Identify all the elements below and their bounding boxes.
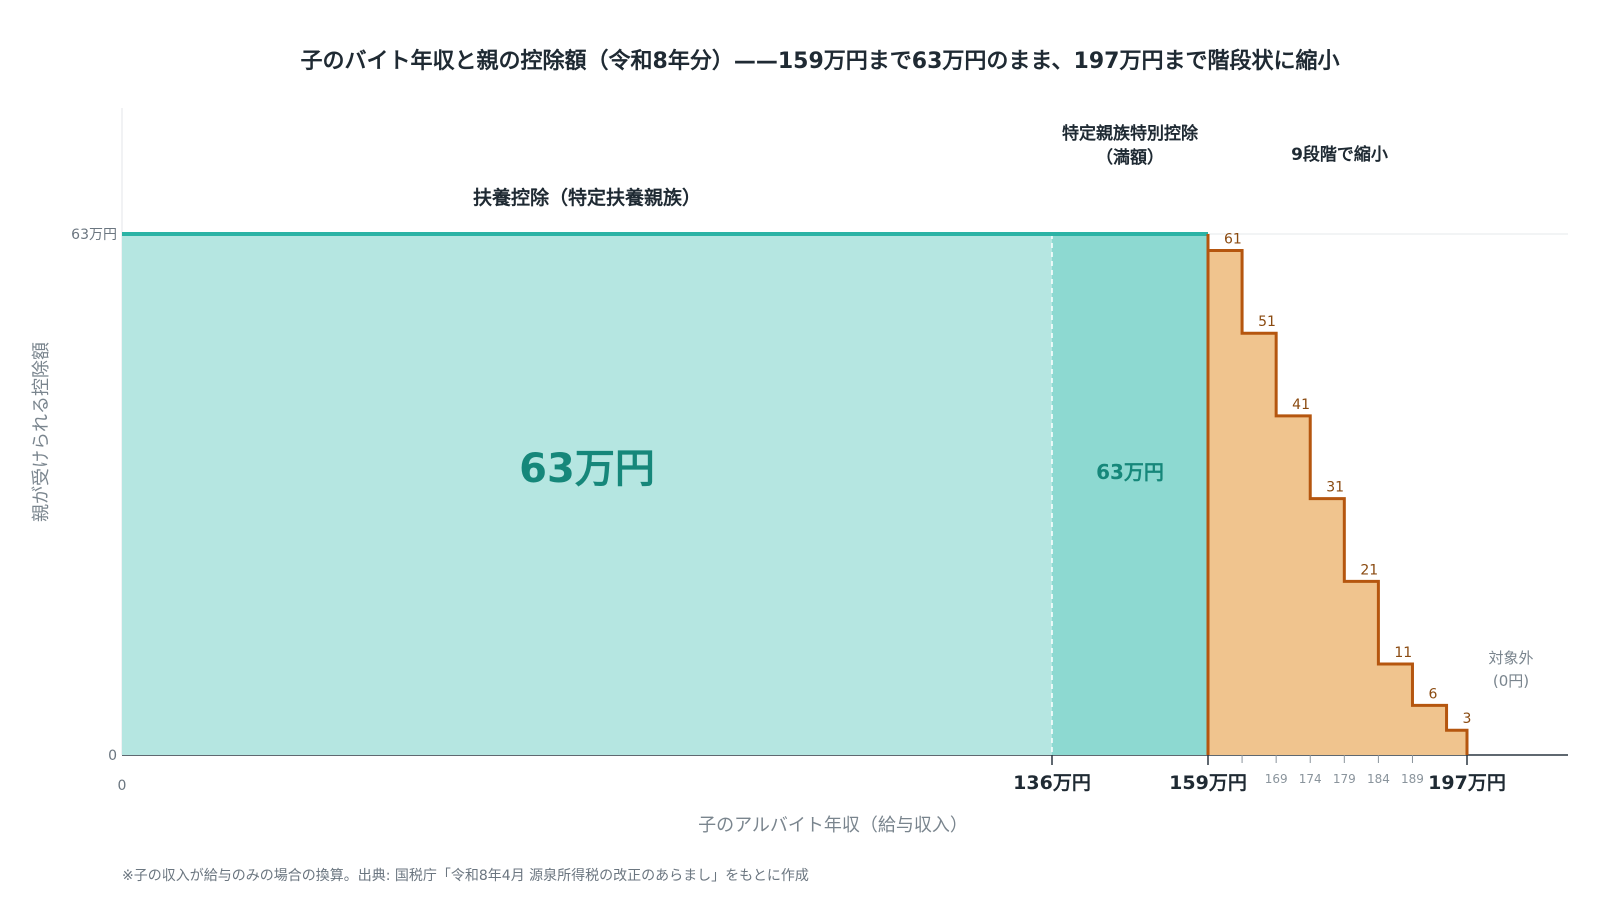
step-value-label: 41 [1292, 397, 1310, 413]
x-tick-label: 159万円 [1169, 772, 1247, 794]
x-tick-label: 169 [1265, 772, 1288, 786]
x-tick-label: 189 [1401, 772, 1424, 786]
step-area [1208, 234, 1467, 755]
outside-label: 対象外 [1488, 649, 1533, 667]
y-tick-label: 63万円 [71, 227, 117, 243]
zone-tokutei-value: 63万円 [1096, 460, 1164, 484]
zone-tokutei-subtitle: （満額） [1096, 147, 1164, 168]
chart-labels: 0 63万円 61 51 41 31 21 11 6 3 0 136万円 159万円 169 174 179 1… [71, 123, 1533, 794]
step-value-label: 31 [1326, 480, 1344, 496]
x-tick-label: 197万円 [1428, 772, 1506, 794]
step-value-label: 61 [1224, 232, 1242, 248]
x-tick-label: 184 [1367, 772, 1390, 786]
x-tick-label: 0 [118, 778, 127, 794]
footnote: ※子の収入が給与のみの場合の換算。出典: 国税庁「令和8年4月 源泉所得税の改正… [122, 867, 809, 884]
x-tick-label: 174 [1299, 772, 1322, 786]
zone-fuyo-title: 扶養控除（特定扶養親族） [473, 186, 701, 209]
zone-fuyo-value: 63万円 [519, 446, 655, 492]
y-tick-label: 0 [108, 748, 117, 764]
step-value-label: 21 [1360, 562, 1378, 578]
zone-tokutei-title: 特定親族特別控除 [1062, 123, 1199, 144]
step-value-label: 6 [1428, 686, 1437, 702]
y-axis-label: 親が受けられる控除額 [31, 342, 52, 522]
zone-tokutei-area [1052, 234, 1208, 755]
chart-marks [122, 232, 1469, 755]
step-line [1206, 234, 1469, 755]
step-value-label: 11 [1394, 645, 1412, 661]
step-value-label: 3 [1463, 711, 1472, 727]
x-tick-label: 179 [1333, 772, 1356, 786]
outside-value-label: (0円) [1493, 672, 1529, 690]
chart-title: 子のバイト年収と親の控除額（令和8年分）——159万円まで63万円のまま、197… [301, 48, 1340, 74]
steps-title: 9段階で縮小 [1291, 144, 1388, 165]
x-axis-label: 子のアルバイト年収（給与収入） [698, 815, 968, 836]
x-tick-label: 136万円 [1013, 772, 1091, 794]
zone-fuyo-area [122, 234, 1052, 755]
step-value-label: 51 [1258, 314, 1276, 330]
